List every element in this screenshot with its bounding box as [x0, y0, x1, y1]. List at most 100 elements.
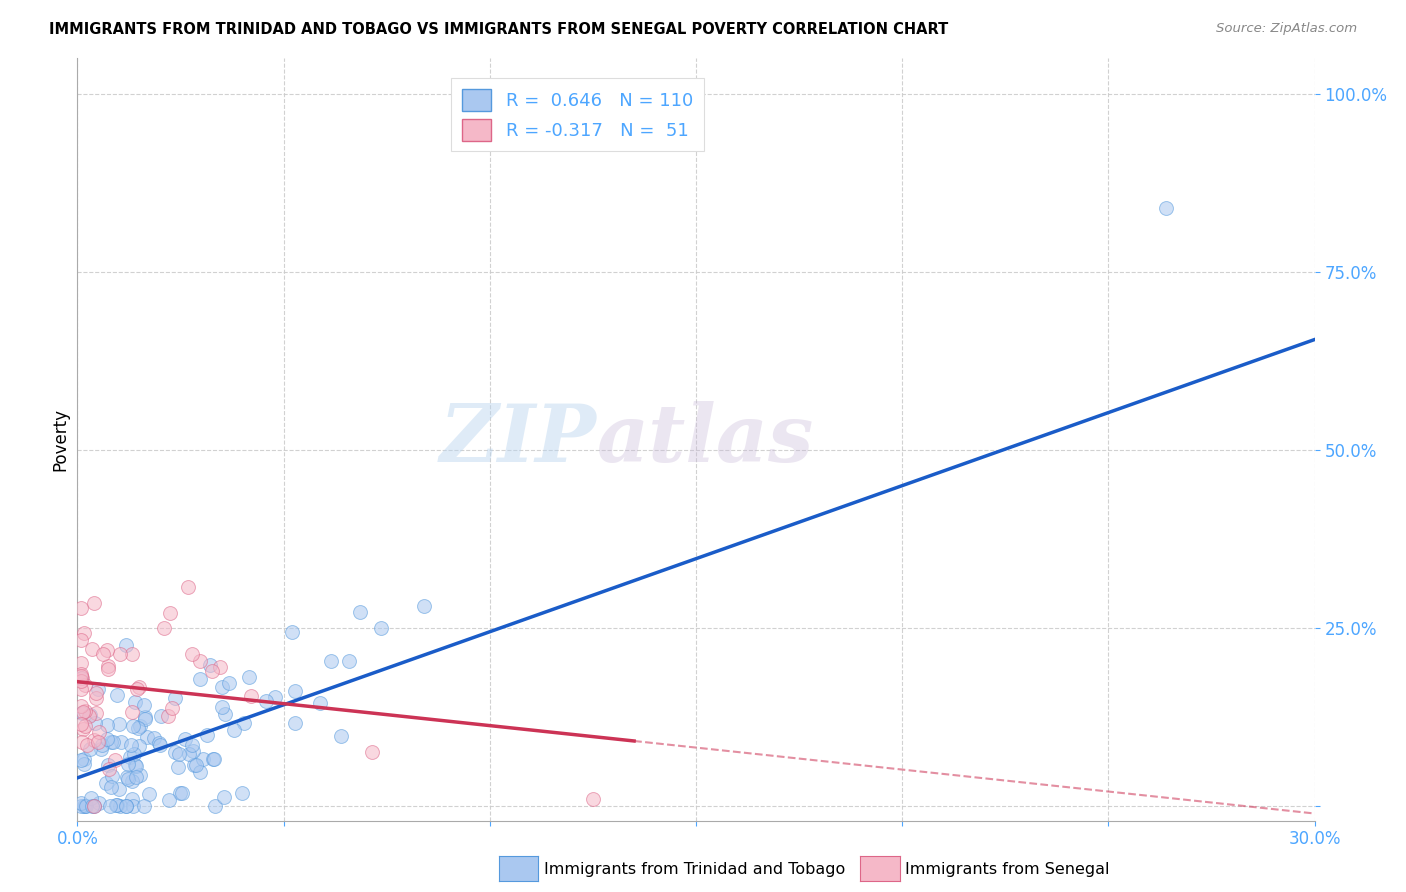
Text: Source: ZipAtlas.com: Source: ZipAtlas.com	[1216, 22, 1357, 36]
Point	[104, 753, 127, 767]
Point	[183, 758, 205, 772]
Point	[138, 787, 160, 801]
Point	[90, 741, 112, 756]
Point	[114, 638, 136, 652]
Point	[222, 723, 245, 737]
Point	[159, 607, 181, 621]
Point	[193, 752, 215, 766]
Legend: R =  0.646   N = 110, R = -0.317   N =  51: R = 0.646 N = 110, R = -0.317 N = 51	[451, 78, 703, 152]
Point	[98, 799, 121, 814]
Point	[80, 642, 103, 657]
Point	[174, 732, 197, 747]
Text: ZIP: ZIP	[440, 401, 598, 478]
Point	[100, 780, 122, 794]
Point	[96, 718, 118, 732]
Text: Immigrants from Senegal: Immigrants from Senegal	[905, 863, 1109, 877]
Point	[70, 633, 93, 648]
Point	[143, 731, 166, 745]
Point	[72, 706, 94, 721]
Point	[160, 700, 183, 714]
Point	[100, 735, 122, 749]
Point	[179, 747, 201, 762]
Point	[281, 625, 304, 640]
Point	[73, 799, 96, 814]
Point	[208, 660, 231, 674]
Point	[188, 672, 211, 686]
Point	[97, 658, 120, 673]
Point	[204, 799, 226, 814]
Point	[202, 752, 225, 766]
Point	[188, 654, 211, 668]
Point	[70, 799, 93, 814]
Point	[121, 774, 143, 789]
Point	[198, 658, 221, 673]
Point	[129, 719, 152, 733]
Point	[163, 745, 186, 759]
Point	[337, 654, 360, 668]
Point	[122, 718, 145, 732]
Point	[125, 681, 148, 696]
Point	[124, 695, 146, 709]
Point	[96, 642, 118, 657]
Point	[70, 735, 93, 749]
Text: IMMIGRANTS FROM TRINIDAD AND TOBAGO VS IMMIGRANTS FROM SENEGAL POVERTY CORRELATI: IMMIGRANTS FROM TRINIDAD AND TOBAGO VS I…	[49, 22, 949, 37]
Point	[86, 691, 108, 706]
Point	[107, 716, 129, 731]
Point	[127, 721, 149, 735]
Point	[238, 670, 260, 684]
Point	[212, 790, 235, 805]
Point	[73, 757, 96, 772]
Point	[115, 799, 138, 814]
Point	[84, 706, 107, 720]
Y-axis label: Poverty: Poverty	[51, 408, 69, 471]
Point	[134, 710, 156, 724]
Point	[200, 665, 222, 679]
Point	[73, 719, 96, 733]
Point	[176, 580, 198, 594]
Point	[188, 764, 211, 779]
Point	[117, 757, 139, 772]
Point	[83, 799, 105, 814]
Point	[115, 770, 138, 784]
Point	[128, 739, 150, 753]
Point	[75, 799, 97, 814]
Point	[86, 735, 108, 749]
Point	[136, 730, 159, 744]
Point	[124, 758, 146, 772]
Point	[582, 792, 605, 806]
Point	[72, 671, 94, 685]
Point	[218, 676, 240, 690]
Point	[97, 758, 120, 772]
Point	[83, 596, 105, 610]
Point	[233, 715, 256, 730]
Point	[70, 797, 93, 811]
Point	[70, 699, 93, 714]
Point	[128, 680, 150, 694]
Point	[169, 786, 191, 800]
Point	[87, 724, 110, 739]
Point	[70, 668, 93, 682]
Point	[284, 684, 307, 698]
Point	[129, 768, 152, 782]
Point	[90, 738, 112, 752]
Point	[211, 699, 233, 714]
Point	[84, 716, 107, 731]
Point	[84, 686, 107, 700]
Point	[83, 733, 105, 747]
Point	[349, 605, 371, 619]
Point	[284, 715, 307, 730]
Point	[122, 799, 145, 814]
Point	[181, 647, 204, 661]
Point	[72, 752, 94, 766]
Point	[98, 762, 121, 776]
Text: Immigrants from Trinidad and Tobago: Immigrants from Trinidad and Tobago	[544, 863, 845, 877]
Point	[70, 717, 93, 731]
Point	[309, 696, 332, 710]
Point	[321, 654, 343, 668]
Point	[240, 689, 263, 703]
Point	[80, 799, 103, 814]
Point	[77, 708, 100, 723]
Point	[163, 691, 186, 706]
Point	[122, 747, 145, 761]
Point	[156, 709, 179, 723]
